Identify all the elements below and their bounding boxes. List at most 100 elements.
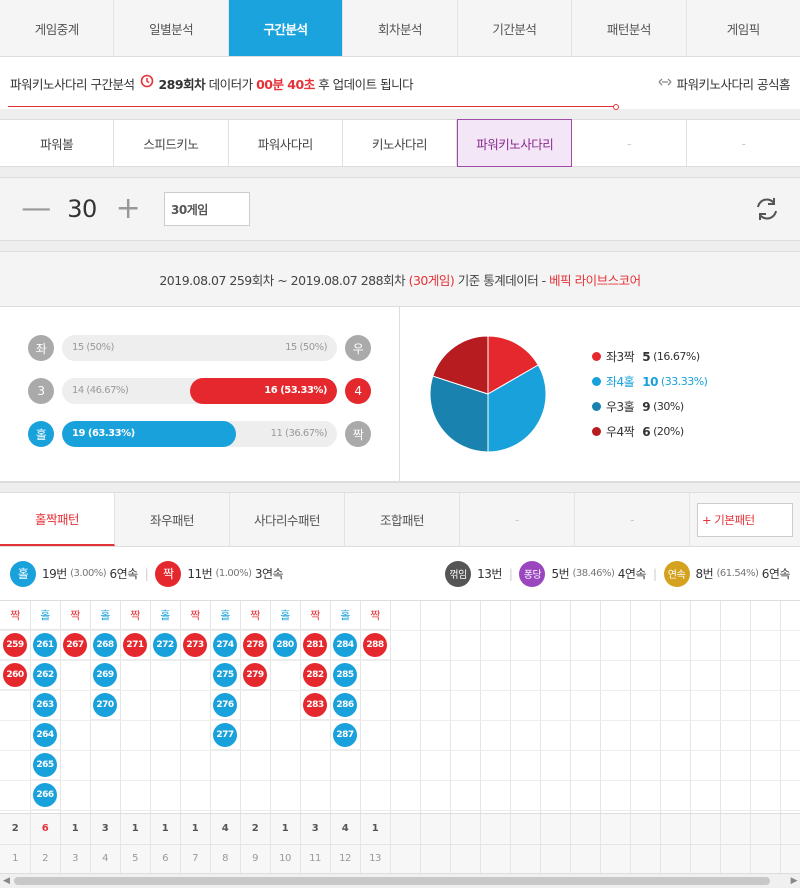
grid-line bbox=[0, 844, 800, 845]
ratio-right-badge: 짝 bbox=[345, 421, 371, 447]
round-ball: 281 bbox=[303, 632, 327, 657]
ratio-right-label: 16 (53.33%) bbox=[264, 385, 327, 396]
round-ball: 261 bbox=[33, 632, 57, 657]
grid-line bbox=[300, 814, 301, 873]
pattern-tab-ladder-count[interactable]: 사다리수패턴 bbox=[230, 493, 345, 546]
grid-line bbox=[510, 601, 511, 867]
column-count: 1 bbox=[161, 823, 169, 834]
tab-pattern[interactable]: 패턴분석 bbox=[572, 0, 687, 56]
turn-count: 13번 bbox=[477, 567, 502, 581]
ratio-track: 14 (46.67%) 16 (53.33%) bbox=[62, 378, 337, 404]
tab-live[interactable]: 게임중계 bbox=[0, 0, 115, 56]
pong-count: 5번 bbox=[551, 567, 570, 581]
game-tab-empty-2: - bbox=[741, 135, 746, 151]
tab-round[interactable]: 회차분석 bbox=[343, 0, 458, 56]
summary-panel: 2019.08.07 259회차 ~ 2019.08.07 288회차 (30게… bbox=[0, 251, 800, 482]
update-info-bar: 파워키노사다리 구간분석 289회차 데이터가 00분 40초 후 업데이트 됩… bbox=[0, 57, 800, 110]
info-round: 289회차 bbox=[158, 76, 206, 92]
tab-pick[interactable]: 게임픽 bbox=[686, 0, 800, 56]
ratio-right-badge: 4 bbox=[345, 378, 371, 404]
refresh-icon[interactable] bbox=[752, 194, 782, 224]
pattern-tabs: 홀짝패턴 좌우패턴 사다리수패턴 조합패턴 - - + 기본패턴 bbox=[0, 492, 800, 547]
legend-count: 10 bbox=[642, 374, 658, 389]
ratio-track: 15 (50%) 15 (50%) bbox=[62, 335, 337, 361]
grid-line bbox=[540, 601, 541, 867]
basic-pattern-button[interactable]: + 기본패턴 bbox=[697, 502, 793, 537]
pattern-cell: 286 bbox=[330, 690, 360, 720]
grid-line bbox=[90, 601, 91, 867]
grid-line bbox=[510, 814, 511, 873]
horizontal-scrollbar[interactable]: ◀ ▶ bbox=[0, 873, 800, 888]
grid-line bbox=[570, 601, 571, 867]
grid-line bbox=[690, 601, 691, 867]
pattern-cell: 260 bbox=[0, 660, 30, 690]
game-tab-speedkeno[interactable]: 스피드키노 bbox=[114, 120, 229, 166]
legend-dot bbox=[592, 427, 601, 436]
pattern-cell: 279 bbox=[240, 660, 270, 690]
pie-legend-item: 좌3짝 5 (16.67%) bbox=[592, 344, 707, 369]
ratio-row: 좌 15 (50%) 15 (50%) 우 bbox=[28, 335, 371, 361]
scroll-right-icon[interactable]: ▶ bbox=[790, 876, 798, 886]
scroll-thumb[interactable] bbox=[14, 877, 770, 885]
pong-streak: 4연속 bbox=[617, 567, 647, 581]
column-head: 홀 bbox=[210, 601, 240, 630]
pattern-cell: 266 bbox=[30, 780, 60, 810]
streak-badge: 연속 bbox=[663, 560, 690, 587]
grid-line bbox=[210, 601, 211, 867]
game-tab-powerkeno-ladder[interactable]: 파워키노사다리 bbox=[457, 119, 573, 167]
pong-badge: 퐁당 bbox=[519, 560, 546, 587]
round-ball: 287 bbox=[333, 722, 357, 747]
game-count-select[interactable]: 30게임 bbox=[164, 192, 250, 226]
pattern-cell: 281 bbox=[300, 630, 330, 660]
game-tab-power-ladder[interactable]: 파워사다리 bbox=[229, 120, 343, 166]
grid-line bbox=[180, 601, 181, 867]
ratio-track: 19 (63.33%) 11 (36.67%) bbox=[62, 421, 337, 447]
grid-line bbox=[90, 814, 91, 873]
pattern-column: 짝 267 bbox=[60, 601, 90, 660]
divider bbox=[0, 482, 800, 492]
grid-line bbox=[30, 814, 31, 873]
round-ball: 275 bbox=[213, 662, 237, 687]
ratio-left-badge: 3 bbox=[28, 378, 54, 404]
scroll-left-icon[interactable]: ◀ bbox=[3, 876, 10, 886]
game-tab-keno-ladder[interactable]: 키노사다리 bbox=[343, 120, 458, 166]
legend-label: 우4짝 bbox=[606, 425, 635, 439]
pattern-column: 짝 259 260 bbox=[0, 601, 30, 690]
column-number: 13 bbox=[369, 853, 381, 864]
round-ball: 263 bbox=[33, 692, 57, 717]
legend-dot bbox=[592, 352, 601, 361]
tab-daily[interactable]: 일별분석 bbox=[114, 0, 229, 56]
pattern-tab-combo[interactable]: 조합패턴 bbox=[345, 493, 460, 546]
separator: | bbox=[652, 566, 657, 581]
even-pct: (1.00%) bbox=[215, 568, 252, 579]
game-tab-powerball[interactable]: 파워볼 bbox=[0, 120, 115, 166]
column-count: 3 bbox=[311, 823, 319, 834]
column-number: 11 bbox=[309, 853, 321, 864]
pattern-tab-oddeven[interactable]: 홀짝패턴 bbox=[0, 493, 115, 546]
round-ball: 284 bbox=[333, 632, 357, 657]
tab-period[interactable]: 기간분석 bbox=[457, 0, 573, 56]
grid-line bbox=[0, 810, 800, 811]
grid-line bbox=[60, 814, 61, 873]
pattern-tab-leftright[interactable]: 좌우패턴 bbox=[115, 493, 230, 546]
grid-line bbox=[210, 814, 211, 873]
streak-streak: 6연속 bbox=[761, 567, 791, 581]
official-home-link[interactable]: 파워키노사다리 공식홈 bbox=[658, 74, 791, 93]
column-head: 짝 bbox=[0, 601, 30, 630]
ratio-right-badge: 우 bbox=[345, 335, 371, 361]
tab-range[interactable]: 구간분석 bbox=[228, 0, 344, 56]
grid-line bbox=[360, 601, 361, 867]
pattern-cell: 287 bbox=[330, 720, 360, 750]
round-ball: 276 bbox=[213, 692, 237, 717]
round-ball: 268 bbox=[93, 632, 117, 657]
pattern-cell: 268 bbox=[90, 630, 120, 660]
pie-legend-item: 우3홀 9 (30%) bbox=[592, 394, 707, 419]
ratio-left-label: 14 (46.67%) bbox=[72, 385, 129, 396]
decrease-button[interactable]: — bbox=[21, 191, 51, 226]
grid-line bbox=[120, 601, 121, 867]
increase-button[interactable]: + bbox=[115, 191, 141, 226]
game-count-value: 30 bbox=[67, 195, 97, 223]
pattern-column: 홀 280 bbox=[270, 601, 300, 660]
round-ball: 269 bbox=[93, 662, 117, 687]
turn-badge: 꺾임 bbox=[445, 560, 472, 587]
